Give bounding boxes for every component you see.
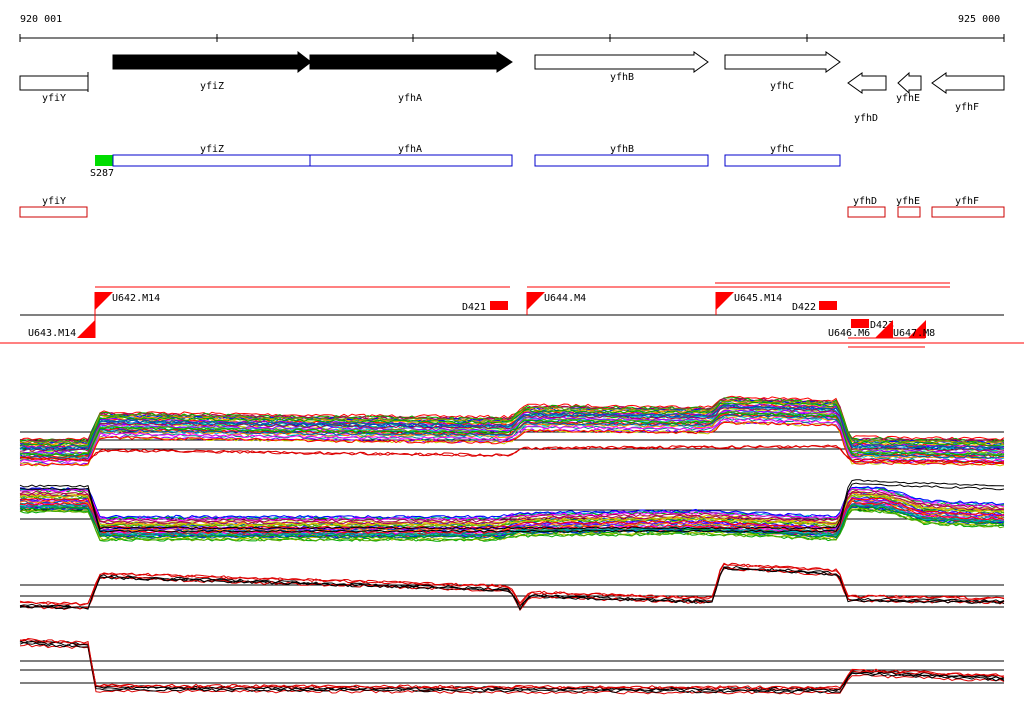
gene-label-yfiZ: yfiZ xyxy=(200,81,224,92)
terminator-label-D422: D422 xyxy=(792,302,816,313)
orf-yfiZ[interactable] xyxy=(112,154,311,167)
gene-label-yfhF: yfhF xyxy=(955,102,979,113)
feature-label-U647: U647.M8 xyxy=(893,328,935,339)
orf-label-yfhD: yfhD xyxy=(853,196,877,207)
gene-yfhF[interactable] xyxy=(931,72,1005,94)
orf-yfhD[interactable] xyxy=(847,206,886,218)
gene-label-yfhA: yfhA xyxy=(398,93,422,104)
marker-label: S287 xyxy=(90,168,114,179)
expression-trace xyxy=(19,486,1005,519)
expression-trace xyxy=(19,414,1005,460)
orf-label-yfhB: yfhB xyxy=(610,144,634,155)
expression-trace xyxy=(19,444,1005,464)
orf-yfiY[interactable] xyxy=(19,206,88,218)
expression-trace xyxy=(19,489,1005,523)
orf-yfhF[interactable] xyxy=(931,206,1005,218)
expression-trace xyxy=(19,417,1005,463)
gene-label-yfhE: yfhE xyxy=(896,93,920,104)
terminator-label-D423: D423 xyxy=(870,320,894,331)
expression-trace xyxy=(19,637,1005,690)
feature-label-U644: U644.M4 xyxy=(544,293,586,304)
orf-label-yfhC: yfhC xyxy=(770,144,794,155)
expression-trace xyxy=(19,641,1005,694)
expression-trace xyxy=(19,566,1005,611)
gene-yfhC[interactable] xyxy=(724,51,841,73)
expression-trace xyxy=(19,479,1005,530)
feature-label-U645: U645.M14 xyxy=(734,293,782,304)
expression-trace xyxy=(19,640,1005,692)
ruler-start-label: 920 001 xyxy=(20,14,62,25)
orf-label-yfiY: yfiY xyxy=(42,196,66,207)
orf-label-yfhF: yfhF xyxy=(955,196,979,207)
expression-trace xyxy=(19,503,1005,537)
start-flag[interactable] xyxy=(716,292,734,310)
orf-label-yfhE: yfhE xyxy=(896,196,920,207)
expression-trace xyxy=(19,482,1005,533)
expression-trace xyxy=(19,397,1005,444)
orf-yfhA[interactable] xyxy=(309,154,513,167)
reverse-orf-track: yfiY yfhD yfhE yfhF xyxy=(19,196,1005,218)
gene-yfhE[interactable] xyxy=(897,71,922,95)
expression-trace xyxy=(19,411,1005,457)
orf-yfhE[interactable] xyxy=(897,206,921,218)
terminator-box[interactable] xyxy=(851,319,869,328)
expression-trace xyxy=(19,643,1005,695)
gene-label-yfiY: yfiY xyxy=(42,93,66,104)
end-flag[interactable] xyxy=(77,320,95,338)
expression-trace xyxy=(19,565,1005,609)
expression-trace xyxy=(19,404,1005,450)
gene-track: yfiY yfiZ yfhA yfhB yfhC yfhD yfhE yfhF xyxy=(19,50,1005,124)
expression-trace xyxy=(19,505,1005,539)
expression-trace xyxy=(19,562,1005,606)
ruler-end-label: 925 000 xyxy=(958,14,1000,25)
gene-label-yfhB: yfhB xyxy=(610,72,634,83)
expression-trace xyxy=(20,487,1005,522)
end-flag[interactable] xyxy=(908,320,926,338)
feature-label-U643: U643.M14 xyxy=(28,328,76,339)
orf-yfhC[interactable] xyxy=(724,154,841,167)
expression-track-2 xyxy=(19,479,1005,542)
terminator-label-D421: D421 xyxy=(462,302,486,313)
gene-yfiZ[interactable] xyxy=(112,50,312,74)
end-flag[interactable] xyxy=(875,320,893,338)
expression-trace xyxy=(19,401,1005,447)
gene-label-yfhC: yfhC xyxy=(770,81,794,92)
expression-track-1 xyxy=(19,395,1005,467)
expression-trace xyxy=(19,406,1005,453)
gene-yfiY[interactable] xyxy=(19,75,89,91)
orf-yfhB[interactable] xyxy=(534,154,709,167)
gene-label-yfhD: yfhD xyxy=(854,113,878,124)
expression-trace xyxy=(19,421,1005,467)
orf-label-yfhA: yfhA xyxy=(398,144,422,155)
forward-orf-track: S287 yfiZ yfhA yfhB yfhC xyxy=(90,144,841,179)
start-flag[interactable] xyxy=(95,292,113,310)
expression-track-4 xyxy=(19,637,1005,695)
orf-label-yfiZ: yfiZ xyxy=(200,144,224,155)
gene-yfhA[interactable] xyxy=(309,51,513,73)
start-flag[interactable] xyxy=(527,292,545,310)
terminator-box[interactable] xyxy=(490,301,508,310)
expression-trace xyxy=(19,562,1005,607)
expression-trace xyxy=(19,398,1005,444)
terminator-box[interactable] xyxy=(819,301,837,310)
marker-green[interactable] xyxy=(95,155,113,166)
expression-trace xyxy=(20,444,1005,464)
feature-track: U642.M14 U644.M4 U645.M14 D421 D422 D423… xyxy=(0,282,1024,348)
gene-yfhB[interactable] xyxy=(534,51,709,73)
feature-label-U646: U646.M6 xyxy=(828,328,870,339)
expression-track-3 xyxy=(19,562,1005,612)
gene-yfhD[interactable] xyxy=(847,72,887,94)
feature-label-U642: U642.M14 xyxy=(112,293,160,304)
coordinate-ruler: 920 001 925 000 xyxy=(19,14,1005,42)
